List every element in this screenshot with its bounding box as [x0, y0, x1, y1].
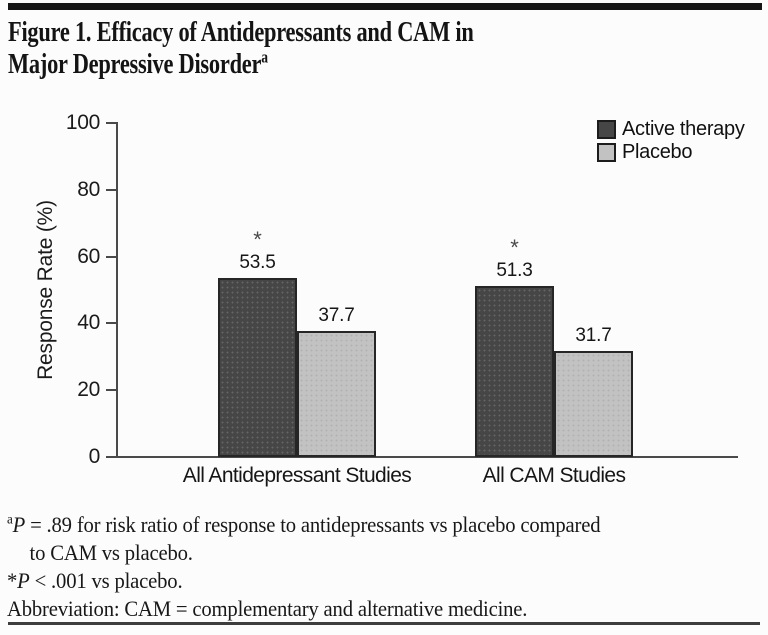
legend-swatch-icon: [597, 119, 616, 139]
chart-legend: Active therapy Placebo: [597, 117, 745, 163]
y-tick-label: 100: [65, 111, 100, 134]
footnote-abbreviation: Abbreviation: CAM = complementary and al…: [7, 596, 528, 621]
bar-active-therapy-0: [218, 278, 297, 457]
x-category-label: All Antidepressant Studies: [182, 464, 412, 487]
figure-title-line2: Major Depressive Disordera: [8, 47, 268, 80]
significance-asterisk: *: [510, 235, 519, 260]
bar-placebo-1: [554, 351, 633, 457]
legend-item-placebo: Placebo: [597, 140, 745, 163]
footnote-a-line1: aP = .89 for risk ratio of response to a…: [7, 511, 750, 539]
figure-title-line1: Figure 1. Efficacy of Antidepressants an…: [8, 17, 474, 48]
legend-item-active-therapy: Active therapy: [597, 117, 745, 140]
figure-title: Figure 1. Efficacy of Antidepressants an…: [8, 17, 474, 81]
y-tick: [106, 322, 116, 325]
y-tick: [106, 456, 116, 458]
y-tick: [106, 389, 116, 392]
y-axis-title-text: Response Rate (%): [34, 200, 58, 380]
y-tick: [106, 188, 116, 191]
footnote-asterisk-text: < .001 vs placebo.: [29, 568, 183, 593]
footnote-p2-italic: P: [17, 568, 30, 593]
y-tick-label: 60: [77, 244, 100, 268]
bottom-rule: [8, 622, 760, 625]
footnote-asterisk-line: *P < .001 vs placebo.: [7, 567, 750, 595]
footnote-p-italic: P: [12, 512, 26, 537]
footnote-a-marker: a: [7, 512, 13, 528]
y-tick: [106, 255, 116, 258]
footnote-asterisk-marker: *: [7, 568, 18, 593]
legend-label: Active therapy: [622, 117, 745, 140]
bar-value-label: 37.7: [318, 305, 355, 326]
bar-placebo-0: [297, 331, 376, 457]
y-tick: [106, 122, 116, 124]
bar-value-label: 53.5: [239, 252, 276, 273]
y-tick-label: 80: [77, 177, 100, 201]
bar-value-label: 31.7: [575, 325, 612, 346]
bar-value-label: 51.3: [496, 260, 533, 281]
bar-active-therapy-1: [475, 286, 554, 457]
legend-label: Placebo: [622, 140, 693, 163]
y-tick-label: 0: [88, 445, 101, 468]
top-rule: [8, 3, 762, 10]
footnote-a-line2: to CAM vs placebo.: [29, 540, 193, 565]
significance-asterisk: *: [253, 227, 262, 252]
footnotes: aP = .89 for risk ratio of response to a…: [7, 511, 750, 623]
title-footnote-marker: a: [261, 47, 268, 67]
x-category-label: All CAM Studies: [482, 464, 626, 487]
y-tick-label: 40: [77, 311, 100, 335]
y-tick-label: 20: [77, 378, 100, 402]
footnote-a-text: = .89 for risk ratio of response to anti…: [25, 512, 601, 537]
x-axis-line: [116, 456, 738, 458]
legend-swatch-icon: [597, 142, 616, 162]
y-axis-line: [116, 122, 118, 458]
